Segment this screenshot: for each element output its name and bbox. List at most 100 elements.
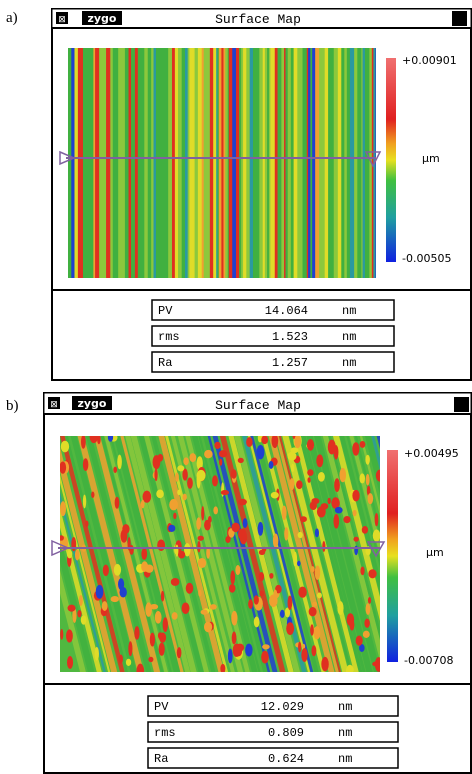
map-stripe [227,48,230,278]
map-stripe [165,48,169,278]
map-stripe [349,48,355,278]
map-blob [248,599,253,609]
close-glyph: ⊠ [50,399,58,409]
window-title: Surface Map [215,12,301,27]
colorbar-unit: µm [426,546,444,559]
map-blob [159,632,167,643]
map-stripe [194,48,199,278]
map-streak [60,447,118,672]
map-blob [136,663,145,672]
map-blob [196,469,206,482]
map-stripe [315,48,318,278]
map-stripe [256,48,260,278]
map-blob [154,611,162,624]
map-stripe [357,48,362,278]
map-blob [185,582,194,594]
map-streak [203,436,268,672]
map-blob [119,586,127,598]
map-stripe [246,48,250,278]
map-blob [245,643,253,657]
panel-label: b) [6,398,19,414]
map-streak [364,436,380,496]
map-blob [359,473,366,484]
map-blob [343,515,351,524]
map-blob [301,648,308,663]
map-stripe [371,48,374,278]
map-stripe [375,48,376,278]
map-streak [302,436,366,672]
profile-handle[interactable] [364,151,382,168]
map-stripe [124,48,129,278]
map-streak [60,474,111,672]
map-blob [306,439,315,451]
map-blob [232,643,241,657]
map-blob [118,654,123,664]
map-blob [272,533,279,548]
map-blob [316,454,324,468]
row-unit: nm [342,356,356,370]
profile-handle[interactable] [366,541,386,558]
map-blob [294,436,302,449]
map-blob [142,490,152,503]
map-blob [213,506,219,515]
row-unit: nm [338,726,352,740]
map-stripe [141,48,145,278]
map-stripe [110,48,114,278]
map-blob [230,570,236,585]
menu-icon[interactable] [452,11,467,26]
map-blob [307,469,314,476]
map-blob [189,453,197,463]
map-blob [91,491,95,498]
map-stripe [268,48,271,278]
map-blob [203,621,213,633]
row-value: 12.029 [261,700,304,714]
colorbar [387,450,398,662]
profile-handle[interactable] [59,150,76,166]
map-blob [293,551,298,567]
map-blob [170,578,180,586]
map-stripe [134,48,139,278]
map-blob [237,457,244,464]
map-blob [253,595,259,605]
map-blob [352,442,360,456]
table-row [147,747,399,769]
map-blob [314,528,319,538]
row-unit: nm [338,752,352,766]
map-blob [177,489,181,496]
map-blob [66,549,73,559]
map-blob [214,441,221,450]
map-blob [219,458,223,466]
map-blob [154,468,158,482]
map-blob [367,596,372,604]
map-blob [368,569,377,579]
row-label: rms [158,330,180,344]
map-blob [334,506,343,514]
map-stripe [270,48,276,278]
logo: zygo [77,397,106,410]
map-blob [359,644,365,652]
map-stripe [95,48,100,278]
menu-icon[interactable] [454,397,469,412]
map-blob [220,490,230,496]
map-stripe [99,48,101,278]
close-icon[interactable] [48,397,60,409]
map-stripe [201,48,204,278]
map-blob [290,447,299,454]
profile-handle[interactable] [51,539,70,557]
map-blob [157,539,166,551]
map-blob [334,478,340,493]
map-blob [367,493,374,505]
map-blob [300,516,307,523]
map-stripe [312,48,316,278]
map-blob [273,589,278,598]
map-stripe [264,48,268,278]
map-blob [321,656,329,672]
map-stripe [232,48,237,278]
row-value: 14.064 [265,304,308,318]
map-blob [261,436,269,445]
map-stripe [151,48,154,278]
map-streak [371,436,380,471]
colorbar [386,58,396,262]
close-icon[interactable] [56,12,68,24]
map-stripe [100,48,105,278]
